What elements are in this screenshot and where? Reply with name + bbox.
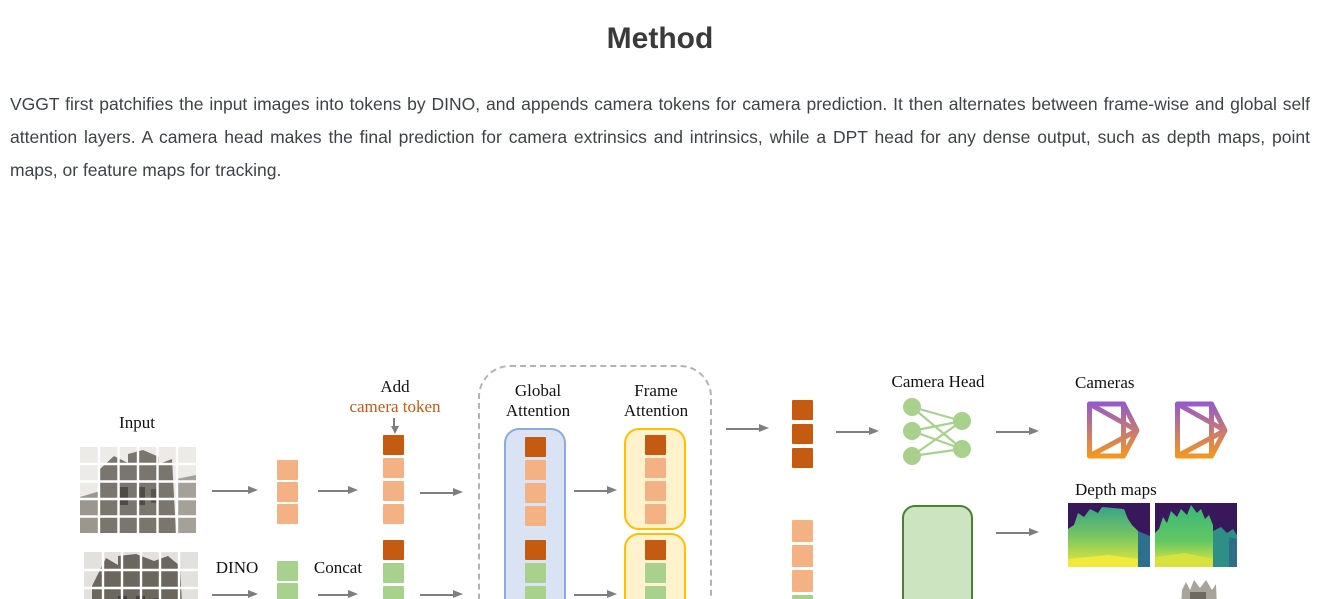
flow-arrow [574, 590, 617, 598]
peach-patch-token [792, 520, 813, 542]
concat-label: Concat [313, 558, 363, 577]
depth-map-image-2 [1155, 503, 1237, 567]
transformer-loop-box [478, 365, 712, 599]
peach-patch-token [792, 545, 813, 567]
architecture-figure: Input [0, 180, 1320, 599]
peach-patch-token [645, 458, 666, 478]
peach-patch-token [525, 460, 546, 480]
camera-frustum-icon-1 [1087, 401, 1140, 459]
add-camera-token-arrow [390, 418, 399, 434]
dino-token-group-1 [277, 460, 298, 524]
cameras-label: Cameras [1075, 373, 1135, 392]
camera-token [645, 540, 666, 560]
peach-patch-token [525, 506, 546, 526]
green-patch-token [525, 563, 546, 583]
camera-frustum-icon-2 [1175, 401, 1228, 459]
green-patch-token [645, 586, 666, 599]
peach-patch-token [792, 570, 813, 592]
flow-arrow [996, 528, 1039, 536]
flow-arrow [574, 486, 617, 494]
point-map-image [1179, 580, 1217, 599]
input-label: Input [119, 413, 155, 432]
frame-token-group-1 [645, 435, 666, 524]
neural-net-icon [903, 398, 971, 465]
green-patch-token [277, 561, 298, 581]
frame-attention-label: Frame Attention [623, 381, 689, 420]
flow-arrow [212, 590, 258, 598]
flow-arrow [726, 424, 769, 432]
frame-token-group-2 [645, 540, 666, 599]
peach-patch-token [383, 504, 404, 524]
peach-patch-token [525, 483, 546, 503]
page-title: Method [606, 22, 714, 56]
green-patch-token [383, 563, 404, 583]
depth-map-image-1 [1068, 503, 1150, 567]
dense-token-column [792, 520, 813, 599]
global-token-group-1 [525, 437, 546, 526]
green-patch-token [525, 586, 546, 599]
global-attention-label: Global Attention [505, 381, 571, 420]
add-camera-token-label: Add camera token [349, 377, 441, 416]
green-patch-token [277, 583, 298, 599]
peach-patch-token [277, 504, 298, 524]
flow-arrow [318, 590, 358, 598]
flow-arrow [420, 488, 463, 496]
peach-patch-token [645, 504, 666, 524]
peach-patch-token [277, 482, 298, 502]
peach-patch-token [645, 481, 666, 501]
concat-token-group-2 [383, 540, 404, 599]
peach-patch-token [383, 458, 404, 478]
global-token-group-2 [525, 540, 546, 599]
flow-arrow [836, 427, 879, 435]
camera-token-column [792, 400, 813, 468]
depth-maps-label: Depth maps [1075, 480, 1157, 499]
camera-token [792, 424, 813, 444]
camera-token [525, 437, 546, 457]
camera-token [645, 435, 666, 455]
dino-label: DINO [215, 558, 259, 577]
camera-head-label: Camera Head [891, 372, 985, 391]
camera-token [792, 400, 813, 420]
camera-token [792, 448, 813, 468]
green-patch-token [645, 563, 666, 583]
camera-token [383, 540, 404, 560]
peach-patch-token [383, 481, 404, 501]
green-patch-token [792, 595, 813, 599]
camera-token [383, 435, 404, 455]
flow-arrow [212, 486, 258, 494]
flow-arrow [420, 590, 463, 598]
camera-token [525, 540, 546, 560]
flow-arrow [318, 486, 358, 494]
dpt-head-box: DPT [902, 505, 973, 599]
green-patch-token [383, 586, 404, 599]
input-photo-2 [84, 552, 198, 599]
input-photo-1 [80, 447, 196, 533]
peach-patch-token [277, 460, 298, 480]
method-paragraph: VGGT first patchifies the input images i… [10, 93, 1310, 180]
dino-token-group-2 [277, 561, 298, 599]
concat-token-group-1 [383, 435, 404, 524]
flow-arrow [996, 427, 1039, 435]
